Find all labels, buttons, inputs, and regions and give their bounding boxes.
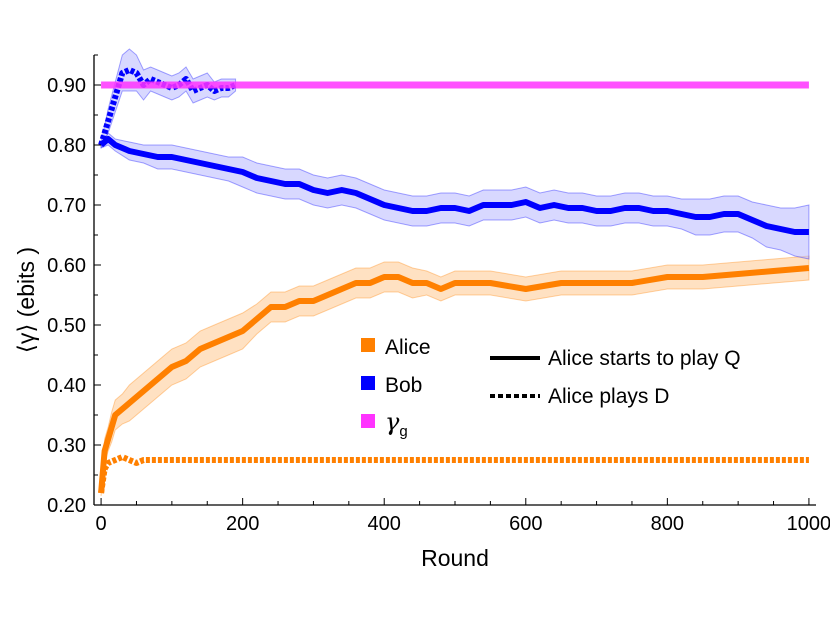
x-tick-label: 400 bbox=[368, 513, 401, 535]
error-band-bob-solid bbox=[100, 132, 810, 260]
legend-style-label-solid: Alice starts to play Q bbox=[548, 347, 741, 370]
series-line-bob-solid bbox=[99, 136, 809, 235]
legend-swatch-gamma-g bbox=[361, 414, 375, 428]
series-line-alice-solid bbox=[98, 265, 810, 494]
error-band-bob-dotted bbox=[100, 48, 237, 149]
y-tick-label: 0.50 bbox=[47, 315, 86, 337]
series-lines bbox=[98, 67, 810, 494]
axes: 0.20 0.30 0.40 0.50 0.60 0.70 0.80 0.90 0 200 400 6… bbox=[47, 54, 830, 535]
x-axis-title: Round bbox=[421, 545, 489, 571]
error-band-alice-solid bbox=[100, 255, 810, 497]
y-tick-label: 0.40 bbox=[47, 375, 86, 397]
legend-label-bob: Bob bbox=[385, 374, 422, 397]
y-axis-title: ⟨γ⟩ (ebits ) bbox=[13, 247, 39, 353]
x-tick-label: 600 bbox=[509, 513, 542, 535]
x-tick-label: 800 bbox=[651, 513, 684, 535]
error-bands bbox=[100, 48, 810, 497]
x-tick-label: 0 bbox=[96, 513, 107, 535]
y-tick-label: 0.90 bbox=[47, 75, 86, 97]
legend-style-label-dotted: Alice plays D bbox=[548, 385, 669, 408]
legend-label-gamma-g: γg bbox=[385, 408, 408, 440]
y-tick-label: 0.60 bbox=[47, 255, 86, 277]
x-tick-label: 200 bbox=[226, 513, 259, 535]
y-tick-label: 0.70 bbox=[47, 195, 86, 217]
legend-label-alice: Alice bbox=[385, 336, 431, 359]
legend-swatch-bob bbox=[361, 376, 375, 390]
legend-styles: Alice starts to play Q Alice plays D bbox=[490, 347, 741, 408]
y-tick-label: 0.30 bbox=[47, 435, 86, 457]
series-line-alice-dotted bbox=[98, 454, 809, 494]
x-tick-label: 1000 bbox=[787, 513, 830, 535]
y-tick-label: 0.20 bbox=[47, 495, 86, 517]
legend-players: Alice Bob γg bbox=[361, 336, 431, 440]
y-tick-label: 0.80 bbox=[47, 135, 86, 157]
legend-swatch-alice bbox=[361, 338, 375, 352]
